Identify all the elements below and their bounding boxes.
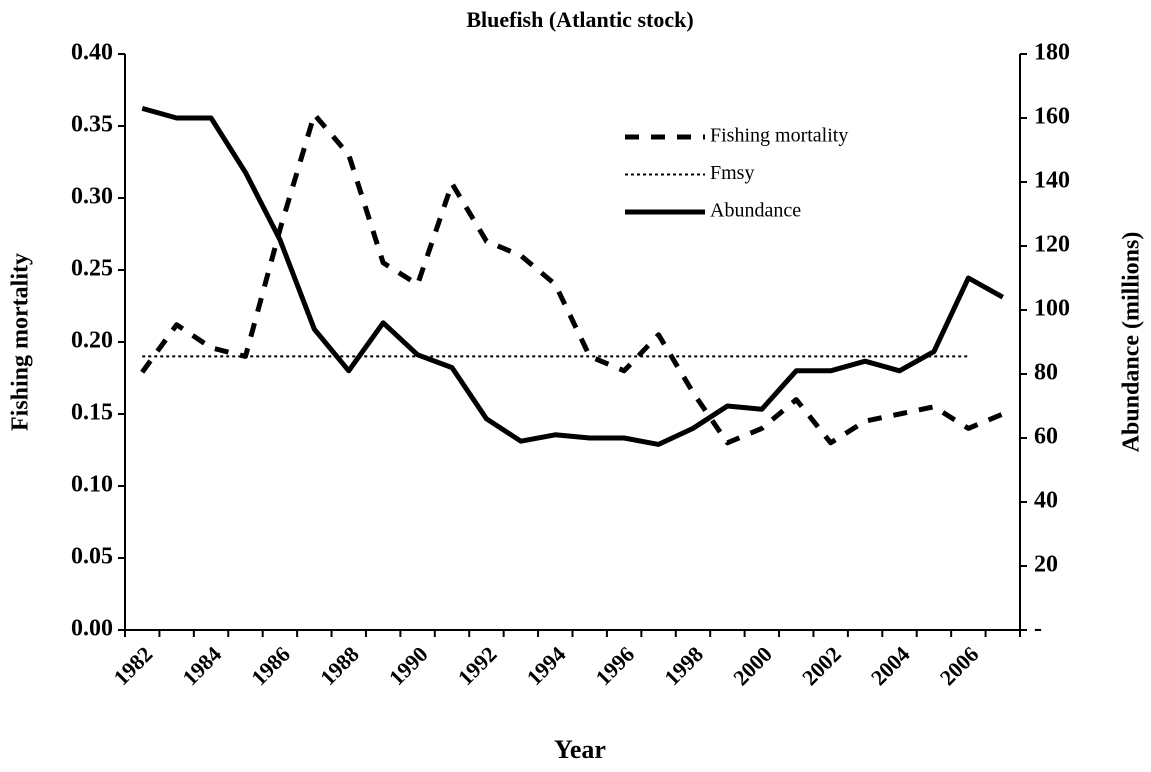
x-tick-label: 1988 bbox=[315, 641, 364, 690]
y2-tick-label: 20 bbox=[1034, 552, 1058, 578]
x-tick-label: 1994 bbox=[522, 641, 571, 690]
y-tick-label: 0.40 bbox=[71, 40, 113, 66]
y2-axis-title: Abundance (millions) bbox=[1119, 232, 1145, 453]
y-tick-label: 0.20 bbox=[71, 328, 113, 354]
legend-label: Fmsy bbox=[710, 162, 754, 184]
y2-tick-label: 60 bbox=[1034, 424, 1058, 450]
y2-tick-label: 40 bbox=[1034, 488, 1058, 514]
y-tick-label: 0.35 bbox=[71, 112, 113, 138]
chart-title: Bluefish (Atlantic stock) bbox=[466, 7, 693, 32]
x-tick-label: 1984 bbox=[177, 641, 226, 690]
x-tick-label: 1990 bbox=[384, 641, 433, 690]
x-tick-label: 2002 bbox=[797, 641, 846, 690]
x-tick-label: 1982 bbox=[109, 641, 158, 690]
y2-tick-label: 140 bbox=[1034, 168, 1070, 194]
y-tick-label: 0.00 bbox=[71, 616, 113, 642]
y-tick-label: 0.15 bbox=[71, 400, 113, 426]
y2-tick-label: 100 bbox=[1034, 296, 1070, 322]
x-tick-label: 2000 bbox=[728, 641, 777, 690]
y-tick-label: 0.05 bbox=[71, 544, 113, 570]
y2-tick-label: 120 bbox=[1034, 232, 1070, 258]
legend-label: Abundance bbox=[710, 200, 801, 222]
series-line bbox=[140, 111, 1004, 446]
y-axis-title: Fishing mortality bbox=[8, 253, 34, 431]
y2-tick-label: - bbox=[1034, 616, 1042, 642]
x-axis-title: Year bbox=[554, 735, 606, 764]
x-tick-label: 1996 bbox=[590, 641, 639, 690]
series-line bbox=[141, 105, 1005, 447]
x-tick-label: 1992 bbox=[453, 641, 502, 690]
x-tick-label: 2006 bbox=[935, 641, 984, 690]
x-tick-label: 1998 bbox=[659, 641, 708, 690]
y-tick-label: 0.25 bbox=[71, 256, 113, 282]
y2-tick-label: 80 bbox=[1034, 360, 1058, 386]
legend-label: Fishing mortality bbox=[710, 125, 848, 147]
x-tick-label: 2004 bbox=[866, 641, 915, 690]
y-tick-label: 0.30 bbox=[71, 184, 113, 210]
x-tick-label: 1986 bbox=[246, 641, 295, 690]
y-tick-label: 0.10 bbox=[71, 472, 113, 498]
y2-tick-label: 180 bbox=[1034, 40, 1070, 66]
y2-tick-label: 160 bbox=[1034, 104, 1070, 130]
